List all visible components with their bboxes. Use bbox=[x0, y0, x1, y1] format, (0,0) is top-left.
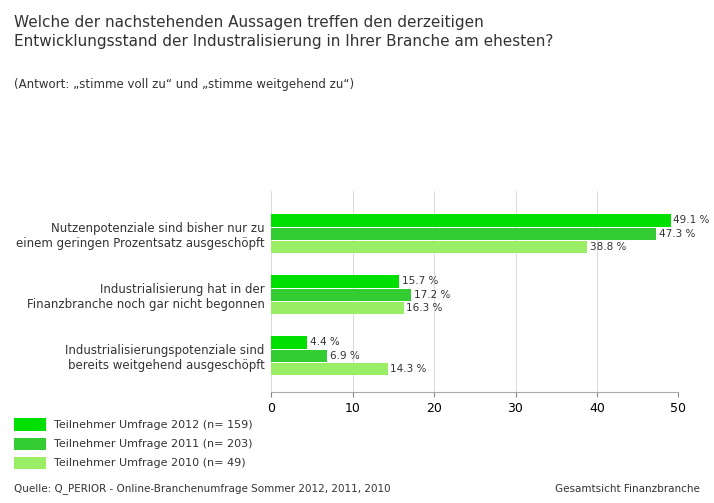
Text: 38.8 %: 38.8 % bbox=[590, 242, 626, 252]
Bar bbox=[271, 275, 399, 288]
Text: 15.7 %: 15.7 % bbox=[401, 276, 438, 286]
Text: 14.3 %: 14.3 % bbox=[390, 364, 426, 374]
Text: Teilnehmer Umfrage 2012 (n= 159): Teilnehmer Umfrage 2012 (n= 159) bbox=[54, 420, 252, 430]
Text: Welche der nachstehenden Aussagen treffen den derzeitigen
Entwicklungsstand der : Welche der nachstehenden Aussagen treffe… bbox=[14, 15, 553, 49]
Bar bbox=[271, 241, 587, 254]
Text: 17.2 %: 17.2 % bbox=[414, 290, 450, 300]
Bar bbox=[271, 336, 307, 349]
Bar bbox=[271, 302, 404, 314]
Bar bbox=[271, 214, 671, 226]
Text: 49.1 %: 49.1 % bbox=[673, 215, 710, 225]
Text: 16.3 %: 16.3 % bbox=[406, 303, 443, 313]
Bar bbox=[271, 228, 656, 240]
Text: Quelle: Q_PERIOR - Online-Branchenumfrage Sommer 2012, 2011, 2010: Quelle: Q_PERIOR - Online-Branchenumfrag… bbox=[14, 483, 391, 494]
Bar bbox=[271, 350, 328, 362]
Text: Gesamtsicht Finanzbranche: Gesamtsicht Finanzbranche bbox=[555, 484, 700, 494]
Text: 4.4 %: 4.4 % bbox=[310, 338, 339, 348]
Bar bbox=[271, 289, 411, 301]
Text: (Antwort: „stimme voll zu“ und „stimme weitgehend zu“): (Antwort: „stimme voll zu“ und „stimme w… bbox=[14, 78, 354, 91]
Text: 47.3 %: 47.3 % bbox=[659, 229, 695, 239]
Text: Teilnehmer Umfrage 2011 (n= 203): Teilnehmer Umfrage 2011 (n= 203) bbox=[54, 439, 252, 449]
Text: Teilnehmer Umfrage 2010 (n= 49): Teilnehmer Umfrage 2010 (n= 49) bbox=[54, 458, 245, 468]
Bar bbox=[271, 363, 388, 375]
Text: 6.9 %: 6.9 % bbox=[330, 351, 360, 361]
